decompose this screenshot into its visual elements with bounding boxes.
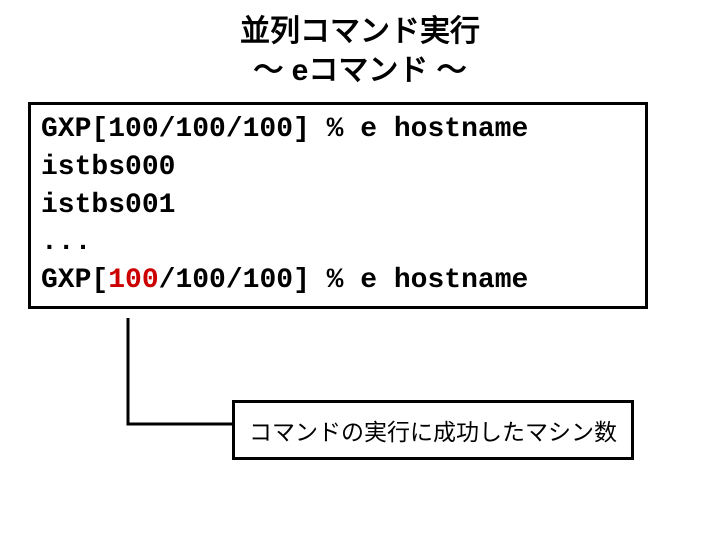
callout-box: コマンドの実行に成功したマシン数: [232, 400, 634, 460]
term-line-3: istbs001: [41, 187, 635, 225]
title-line-1: 並列コマンド実行: [0, 12, 720, 51]
term-line-5: GXP[100/100/100] % e hostname: [41, 262, 635, 300]
term-line-2: istbs000: [41, 149, 635, 187]
term-line-5-highlight: 100: [108, 265, 158, 296]
callout-connector-line: [110, 318, 250, 438]
term-line-1: GXP[100/100/100] % e hostname: [41, 111, 635, 149]
term-line-5-suffix: /100/100] % e hostname: [159, 265, 529, 296]
term-line-5-prefix: GXP[: [41, 265, 108, 296]
callout-text: コマンドの実行に成功したマシン数: [249, 419, 617, 445]
title-line-2: ～ eコマンド ～: [0, 51, 720, 90]
terminal-output-box: GXP[100/100/100] % e hostname istbs000 i…: [28, 102, 648, 309]
term-line-4: ...: [41, 224, 635, 262]
slide-title: 並列コマンド実行 ～ eコマンド ～: [0, 0, 720, 90]
